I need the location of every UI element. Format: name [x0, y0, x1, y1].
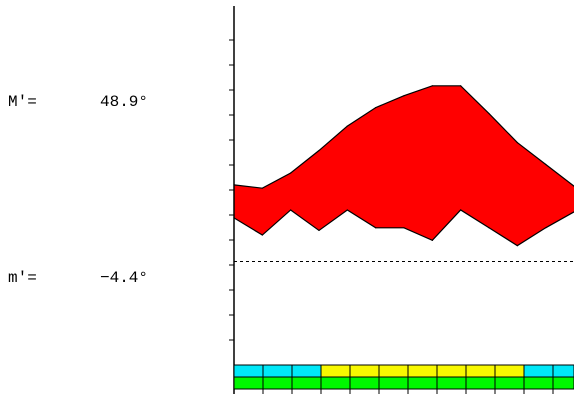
data-point — [261, 187, 263, 189]
data-point — [488, 227, 490, 229]
lower-band-cell — [494, 376, 525, 390]
series-lines — [233, 85, 574, 247]
data-point — [516, 141, 518, 144]
min-label-value: −4.4° — [100, 269, 149, 287]
band-cell — [407, 364, 438, 378]
y-axis-ticks — [229, 39, 234, 341]
band-cell — [494, 364, 525, 378]
band-cell — [523, 364, 554, 378]
data-point — [545, 227, 547, 229]
lower-band-cell — [349, 376, 380, 390]
data-point — [431, 85, 433, 87]
data-point — [516, 245, 518, 247]
data-point — [318, 229, 320, 232]
lower-band-cell — [291, 376, 322, 390]
band-cell — [320, 364, 351, 378]
band-cell — [465, 364, 496, 378]
data-point — [431, 239, 433, 241]
band-strip — [233, 364, 574, 394]
data-point — [318, 149, 320, 152]
max-label-value: 48.9° — [100, 93, 149, 111]
lower-band-cell — [407, 376, 438, 390]
data-point — [346, 209, 348, 211]
lower-band-cell — [436, 376, 467, 390]
area-fill — [234, 85, 574, 246]
band-cell — [291, 364, 322, 378]
band-cell — [552, 364, 574, 378]
lower-band-cell — [523, 376, 554, 390]
data-point — [460, 85, 462, 87]
lower-band-cell — [552, 376, 574, 390]
data-point — [403, 227, 405, 229]
lower-band-cell — [320, 376, 351, 390]
max-label-name: M′= — [8, 93, 37, 111]
band-cell — [436, 364, 467, 378]
data-point — [261, 234, 263, 236]
min-label-name: m′= — [8, 269, 37, 287]
band-cell — [378, 364, 409, 378]
lower-band-cell — [233, 376, 264, 390]
lower-band-cell — [465, 376, 496, 390]
data-point — [403, 95, 405, 97]
data-point — [290, 172, 292, 174]
band-cell — [262, 364, 293, 378]
data-point — [290, 209, 292, 211]
band-cell — [349, 364, 380, 378]
data-point — [346, 125, 348, 127]
data-point — [375, 227, 377, 229]
data-point — [488, 112, 490, 115]
band-cell — [233, 364, 264, 378]
data-point — [460, 209, 462, 211]
lower-band-cell — [262, 376, 293, 390]
data-point — [545, 163, 547, 165]
area-fill-shape — [234, 85, 574, 246]
data-point — [375, 106, 377, 109]
lower-band-cell — [378, 376, 409, 390]
